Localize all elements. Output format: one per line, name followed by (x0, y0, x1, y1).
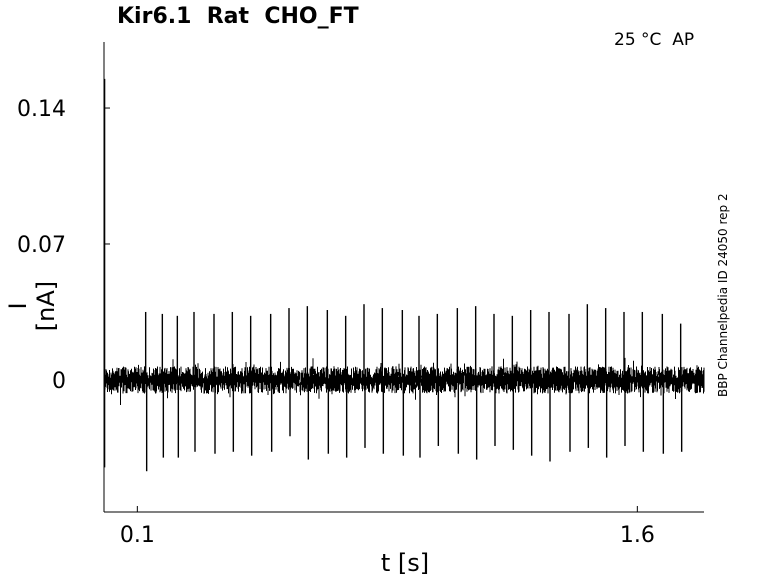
source-id-label: BBP Channelpedia ID 24050 rep 2 (716, 193, 730, 397)
y-tick-label: 0.14 (17, 97, 66, 122)
x-tick-label: 1.6 (620, 523, 655, 548)
recording-conditions: 25 °C AP (614, 30, 695, 50)
y-tick-label: 0 (52, 369, 66, 394)
ticks: 0 0.07 0.14 0.1 1.6 (17, 97, 655, 548)
x-tick-label: 0.1 (120, 523, 155, 548)
y-tick-label: 0.07 (17, 233, 66, 258)
x-axis-label: t [s] (380, 549, 430, 577)
y-axis-label: I [nA] (4, 280, 60, 332)
chart-title: Kir6.1 Rat CHO_FT (117, 4, 359, 29)
current-trace (103, 78, 705, 472)
